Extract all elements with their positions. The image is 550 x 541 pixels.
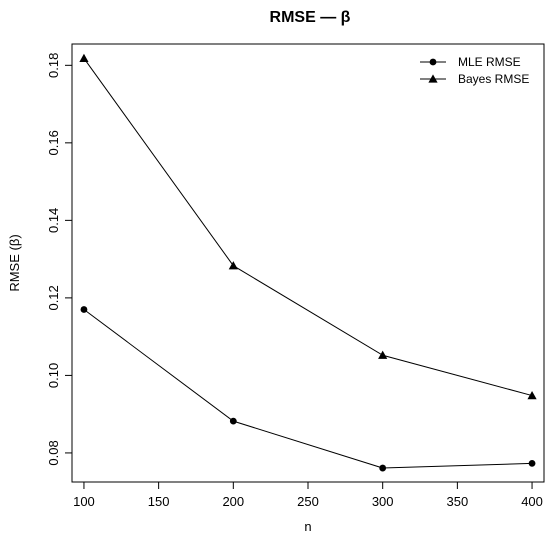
y-axis: 0.08 0.10 0.12 0.14 0.16 0.18: [46, 53, 72, 466]
series-bayes-rmse: [79, 53, 537, 400]
legend-box: [412, 48, 540, 90]
series-line-bayes-rmse: [83, 58, 533, 397]
y-tick-label: 0.12: [46, 285, 61, 310]
x-tick-label: 150: [148, 494, 170, 509]
data-point-bayes-rmse: [378, 350, 388, 359]
data-point-mle-rmse: [379, 464, 387, 472]
y-tick-label: 0.08: [46, 440, 61, 465]
x-axis-label: n: [304, 519, 311, 534]
x-tick-label: 200: [222, 494, 244, 509]
data-point-mle-rmse: [528, 459, 536, 467]
chart-title: RMSE — β: [270, 9, 351, 26]
data-point-mle-rmse: [229, 417, 237, 425]
x-tick-label: 100: [73, 494, 95, 509]
x-tick-label: 250: [297, 494, 319, 509]
data-point-mle-rmse: [80, 306, 88, 313]
x-tick-label: 350: [447, 494, 469, 509]
plot-frame: [71, 43, 545, 483]
y-tick-label: 0.16: [46, 130, 61, 155]
legend-marker-mle-rmse: [429, 58, 437, 66]
data-point-bayes-rmse: [228, 261, 238, 270]
legend-label-bayes-rmse: Bayes RMSE: [458, 72, 529, 86]
series-mle-rmse: [80, 306, 536, 472]
y-tick-label: 0.14: [46, 208, 61, 233]
y-axis-label: RMSE (β): [7, 234, 22, 291]
legend-marker-bayes-rmse: [428, 74, 438, 83]
series-layer: [79, 53, 537, 472]
data-point-bayes-rmse: [527, 390, 537, 400]
legend-label-mle-rmse: MLE RMSE: [458, 55, 521, 69]
y-tick-label: 0.18: [46, 53, 61, 78]
legend: MLE RMSE Bayes RMSE: [412, 48, 540, 90]
x-tick-label: 300: [372, 494, 394, 509]
series-line-mle-rmse: [83, 309, 533, 469]
y-tick-label: 0.10: [46, 363, 61, 388]
x-tick-label: 400: [521, 494, 543, 509]
x-axis: 100 150 200 250 300 350 400: [73, 482, 543, 509]
data-point-bayes-rmse: [79, 53, 89, 63]
